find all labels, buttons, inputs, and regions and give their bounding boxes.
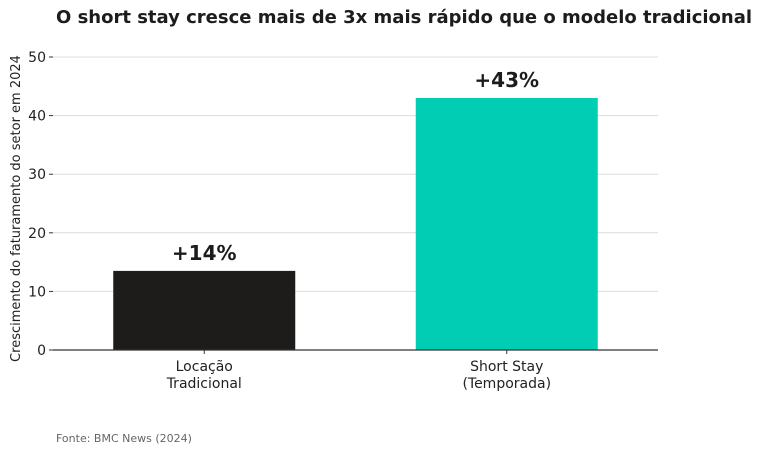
data-label: +14%	[172, 241, 237, 265]
y-tick-label: 20	[28, 226, 46, 242]
y-axis-label: Crescimento do faturamento do setor em 2…	[9, 55, 24, 362]
chart-title: O short stay cresce mais de 3x mais rápi…	[56, 7, 753, 28]
bar	[113, 270, 296, 350]
source-note: Fonte: BMC News (2024)	[56, 432, 192, 445]
bars	[113, 98, 598, 351]
y-tick-label: 40	[28, 109, 46, 125]
x-tick-label: Short Stay (Temporada)	[462, 359, 551, 392]
y-tick-label: 30	[28, 167, 46, 183]
x-tick-label: Locação Tradicional	[166, 359, 242, 392]
y-tick-label: 50	[28, 50, 46, 66]
x-axis-ticks: Locação Tradicional Short Stay (Temporada)	[166, 350, 551, 392]
y-tick-label: 10	[28, 284, 46, 300]
data-labels: +14% +43%	[172, 68, 539, 265]
bar	[415, 98, 598, 351]
y-tick-label: 0	[37, 343, 46, 359]
data-label: +43%	[474, 68, 539, 92]
y-axis-ticks: 0 10 20 30 40 50	[28, 50, 53, 359]
